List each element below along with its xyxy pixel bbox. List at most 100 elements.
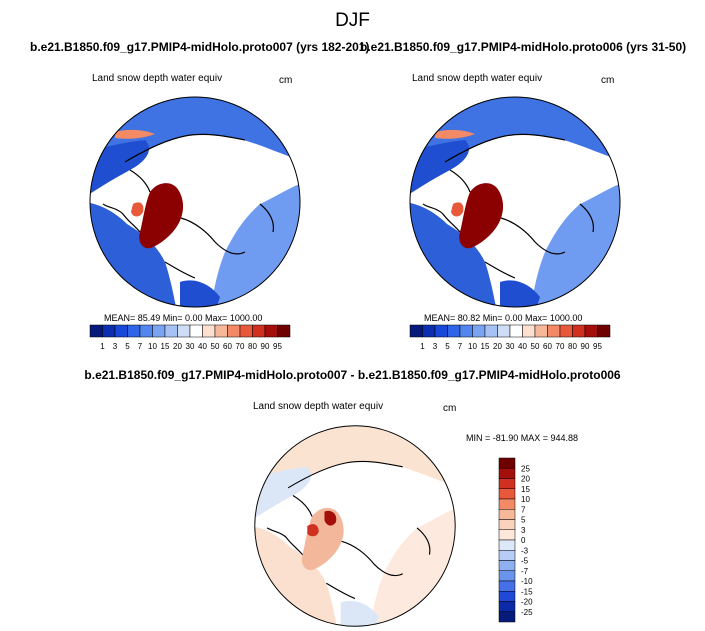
colorbar-tick-label: -15	[521, 587, 533, 596]
colorbar-swatch-1	[498, 468, 516, 479]
colorbar-swatch-1	[422, 324, 436, 338]
colorbar-tick-label: 30	[506, 342, 515, 351]
colorbar-swatch-10	[214, 324, 228, 338]
colorbar-tick-label: 40	[518, 342, 527, 351]
colorbar-swatch-9	[498, 550, 516, 561]
colorbar-tick-label: 10	[521, 495, 530, 504]
colorbar-swatch-2	[498, 478, 516, 489]
panel2-run-title: b.e21.B1850.f09_g17.PMIP4-midHolo.proto0…	[360, 40, 687, 54]
colorbar-swatch-3	[498, 488, 516, 500]
figure-title: DJF	[335, 10, 370, 31]
colorbar-tick-label: 5	[521, 516, 526, 525]
map-boundary	[89, 96, 301, 308]
colorbar-swatch-11	[498, 570, 516, 582]
colorbar-tick-label: 15	[521, 485, 530, 494]
colorbar-swatch-13	[572, 324, 586, 338]
panel3-units-label: cm	[443, 403, 457, 414]
colorbar-tick-label: 7	[458, 342, 463, 351]
panel1-stats: MEAN= 85.49 Min= 0.00 Max= 1000.00	[104, 313, 263, 323]
panel3-polar-map	[254, 425, 456, 627]
colorbar-tick-label: 50	[211, 342, 220, 351]
colorbar-tick-label: 5	[125, 342, 130, 351]
colorbar-tick-label: 60	[223, 342, 232, 351]
colorbar-tick-label: 90	[581, 342, 590, 351]
coastline-4	[326, 582, 356, 600]
colorbar-tick-label: 1	[420, 342, 425, 351]
colorbar-swatch-7	[498, 529, 516, 541]
coastline-2	[102, 203, 141, 233]
coastline-5	[579, 203, 595, 233]
colorbar-swatch-11	[547, 324, 561, 338]
colorbar-swatch-4	[139, 324, 153, 338]
coastline-4	[484, 261, 516, 279]
coastline-0	[124, 133, 246, 163]
arctic-archipelago-region	[307, 524, 319, 537]
colorbar-swatch-5	[472, 324, 486, 338]
colorbar-tick-label: 20	[493, 342, 502, 351]
colorbar-swatch-7	[177, 324, 191, 338]
colorbar-swatch-15	[277, 324, 291, 338]
colorbar-swatch-2	[114, 324, 128, 338]
colorbar-swatch-12	[498, 580, 516, 592]
colorbar-swatch-10	[534, 324, 548, 338]
coastline-4	[164, 261, 196, 279]
arctic-island-region	[131, 202, 144, 217]
colorbar-swatch-4	[498, 498, 516, 510]
panel2-variable-label: Land snow depth water equiv	[412, 73, 543, 84]
coastline-3	[341, 540, 403, 577]
panel2-colorbar: 1 3 5 7 10 15 20 30 40 50 60 70 80 90 95	[409, 324, 611, 351]
panel1-polar-map	[89, 96, 301, 308]
colorbar-tick-label: 3	[113, 342, 118, 351]
colorbar-swatch-11	[227, 324, 241, 338]
panel2-polar-map	[409, 96, 621, 308]
colorbar-swatch-1	[102, 324, 116, 338]
colorbar-tick-label: 1	[100, 342, 105, 351]
coastline-1	[449, 169, 471, 193]
colorbar-swatch-6	[164, 324, 178, 338]
scandinavia-region	[435, 129, 475, 139]
colorbar-tick-label: 5	[445, 342, 450, 351]
coastline-3	[180, 217, 246, 255]
colorbar-swatch-0	[498, 457, 516, 469]
colorbar-tick-label: 60	[543, 342, 552, 351]
coastline-1	[292, 494, 313, 517]
colorbar-tick-label: 15	[161, 342, 170, 351]
colorbar-swatch-15	[498, 611, 516, 623]
colorbar-tick-label: 30	[186, 342, 195, 351]
panel2-stats: MEAN= 80.82 Min= 0.00 Max= 1000.00	[424, 313, 583, 323]
colorbar-swatch-3	[447, 324, 461, 338]
panel1-run-title: b.e21.B1850.f09_g17.PMIP4-midHolo.proto0…	[30, 40, 370, 54]
colorbar-tick-label: 7	[138, 342, 143, 351]
colorbar-tick-label: -3	[521, 546, 529, 555]
colorbar-tick-label: -20	[521, 598, 533, 607]
greenland-region	[139, 183, 184, 249]
colorbar-swatch-3	[127, 324, 141, 338]
colorbar-tick-label: 10	[468, 342, 477, 351]
colorbar-swatch-10	[498, 560, 516, 571]
colorbar-tick-label: 95	[593, 342, 602, 351]
arctic-island-region	[324, 510, 337, 526]
colorbar-tick-label: 10	[148, 342, 157, 351]
panel2-units-label: cm	[601, 75, 615, 86]
coastline-1	[129, 169, 151, 193]
colorbar-swatch-12	[239, 324, 253, 338]
colorbar-swatch-6	[498, 519, 516, 530]
coastline-0	[287, 460, 403, 489]
panel3-stats: MIN = -81.90 MAX = 944.88	[466, 433, 579, 443]
colorbar-swatch-5	[498, 509, 516, 520]
arctic-island-region	[451, 202, 464, 217]
colorbar-tick-label: 80	[568, 342, 577, 351]
colorbar-tick-label: 7	[521, 505, 526, 514]
colorbar-tick-label: 50	[531, 342, 540, 351]
map-boundary	[254, 425, 456, 627]
colorbar-tick-label: 3	[433, 342, 438, 351]
colorbar-swatch-13	[498, 591, 516, 602]
colorbar-tick-label: 95	[273, 342, 282, 351]
map-boundary	[409, 96, 621, 308]
colorbar-swatch-2	[434, 324, 448, 338]
colorbar-tick-label: 3	[521, 526, 526, 535]
colorbar-tick-label: -7	[521, 567, 529, 576]
coastline-2	[266, 527, 303, 556]
canada-snow-region	[180, 280, 220, 307]
panel1-variable-label: Land snow depth water equiv	[92, 73, 223, 84]
